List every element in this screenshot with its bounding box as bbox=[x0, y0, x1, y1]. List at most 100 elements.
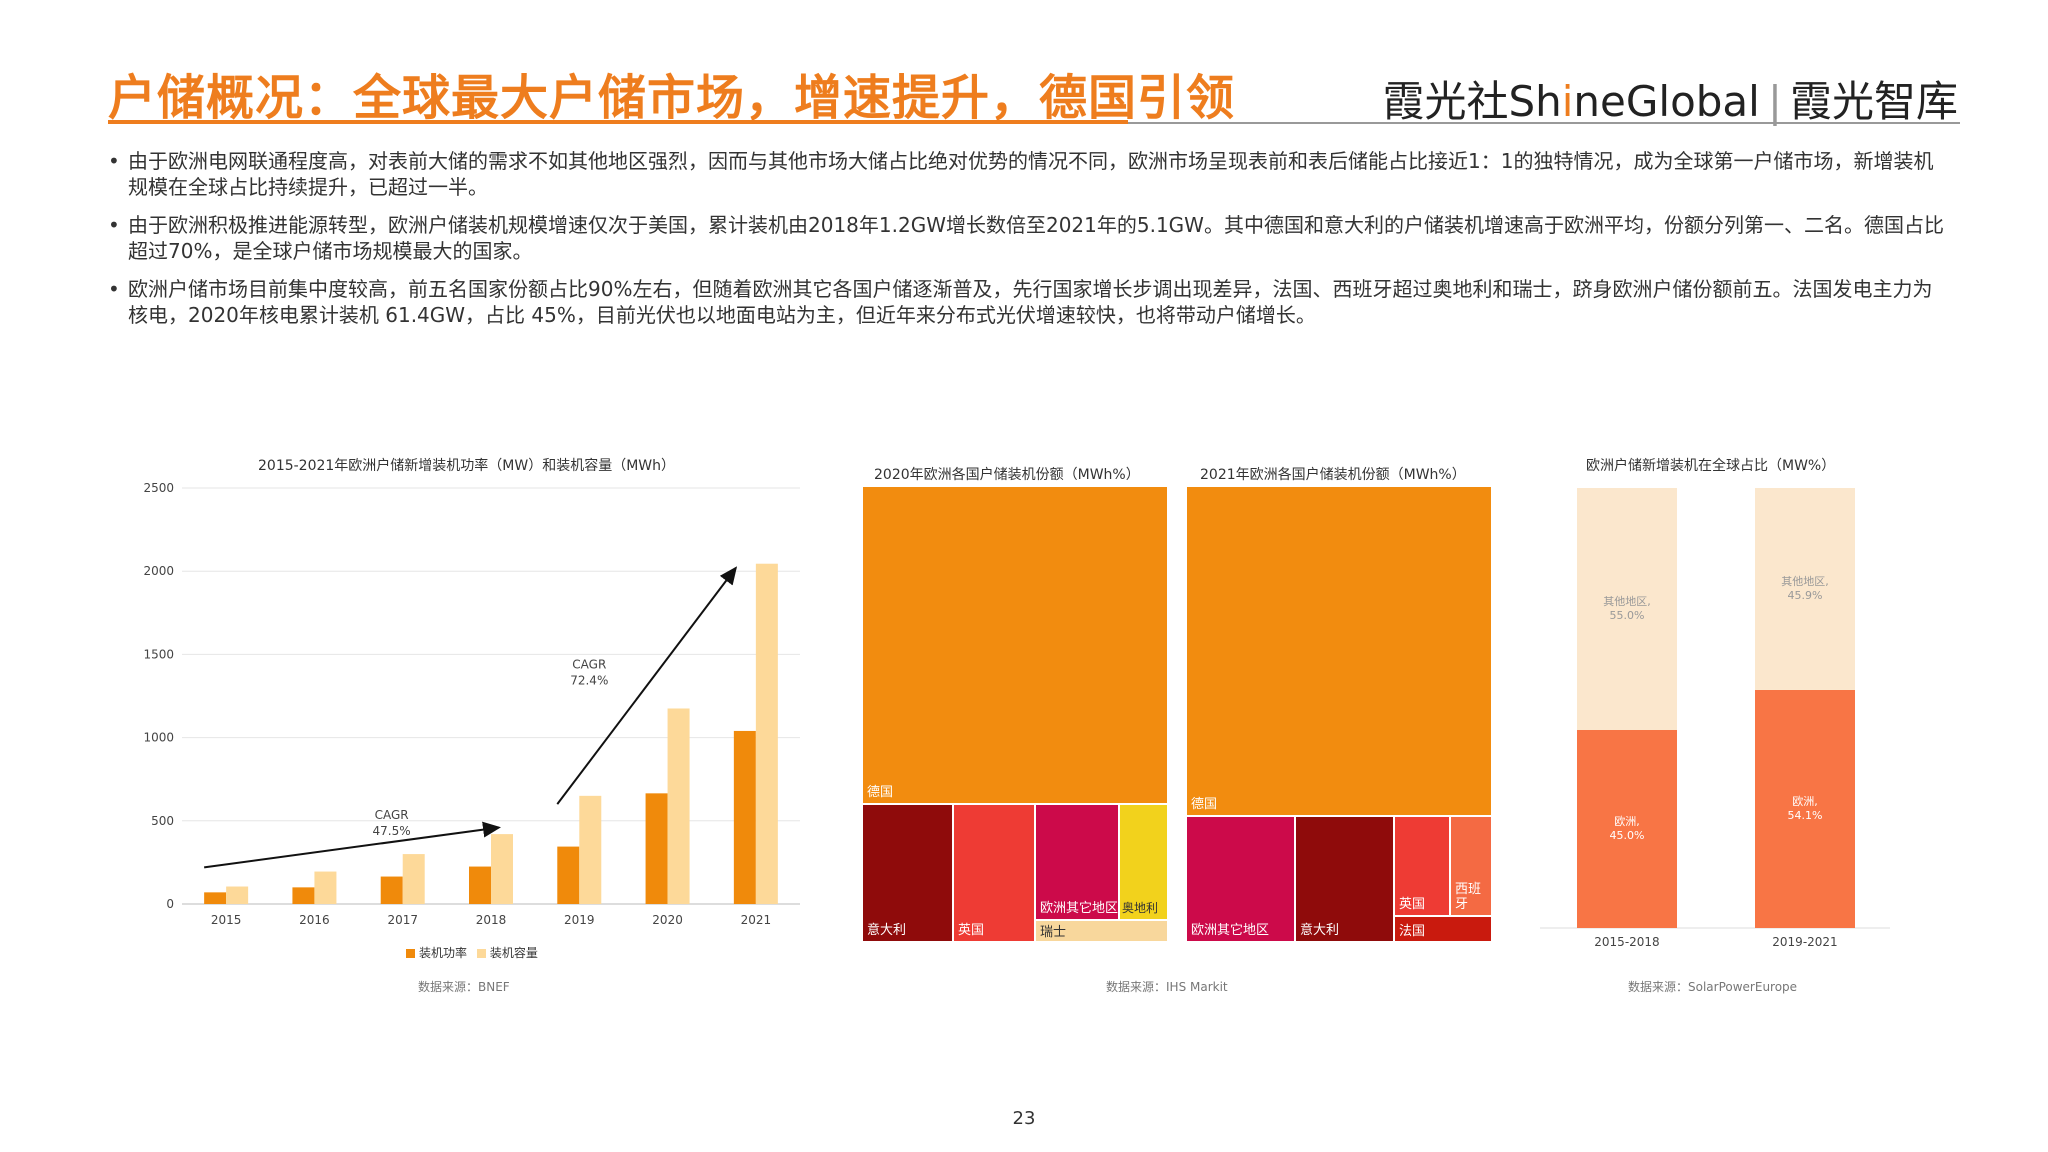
chart4-bar-other bbox=[1577, 488, 1677, 730]
treemap2020-cell-germany: 德国 bbox=[862, 486, 1168, 804]
chart4-xtick: 2019-2021 bbox=[1772, 935, 1837, 949]
chart1-xtick: 2021 bbox=[741, 913, 772, 927]
chart1-bar-capacity bbox=[579, 795, 602, 904]
chart1-xtick: 2019 bbox=[564, 913, 595, 927]
bullet-list: 由于欧洲电网联通程度高，对表前大储的需求不如其他地区强烈，因而与其他市场大储占比… bbox=[108, 148, 1948, 340]
legend-label-power: 装机功率 bbox=[419, 946, 468, 960]
chart4-bar-europe bbox=[1577, 730, 1677, 928]
chart1-bar-power bbox=[292, 887, 315, 904]
treemap2020-label-germany: 德国 bbox=[867, 785, 894, 800]
chart1-annotation: CAGR bbox=[572, 657, 606, 671]
chart1-xtick: 2016 bbox=[299, 913, 330, 927]
chart1-bar-capacity bbox=[667, 708, 690, 904]
treemap2020-cell-other: 欧洲其它地区 bbox=[1035, 804, 1119, 920]
treemap2021-cell-italy: 意大利 bbox=[1295, 816, 1394, 942]
chart1-bar-power bbox=[204, 892, 227, 904]
chart4-title: 欧洲户储新增装机在全球占比（MW%） bbox=[1586, 458, 1836, 474]
brand-separator: | bbox=[1767, 77, 1782, 126]
legend-swatch-power bbox=[406, 949, 415, 958]
bullet-item: 欧洲户储市场目前集中度较高，前五名国家份额占比90%左右，但随着欧洲其它各国户储… bbox=[108, 276, 1948, 328]
chart1-trend-arrow bbox=[556, 566, 738, 805]
treemap2021-title: 2021年欧洲各国户储装机份额（MWh%） bbox=[1200, 467, 1466, 483]
chart4-label-europe: 欧洲, bbox=[1614, 815, 1640, 828]
page-number: 23 bbox=[1012, 1108, 1036, 1129]
treemap2021-cell-uk: 英国 bbox=[1394, 816, 1450, 916]
treemap2020-cell-italy: 意大利 bbox=[862, 804, 953, 942]
chart1-xtick: 2020 bbox=[652, 913, 683, 927]
treemap-source: 数据来源：IHS Markit bbox=[1106, 980, 1228, 994]
chart1-ytick: 2500 bbox=[143, 481, 174, 495]
chart4-xtick: 2015-2018 bbox=[1594, 935, 1659, 949]
treemap2021-label-italy: 意大利 bbox=[1300, 923, 1340, 938]
treemap2021-label-other: 欧洲其它地区 bbox=[1191, 923, 1270, 938]
chart4-label-other: 其他地区, bbox=[1781, 575, 1829, 588]
legend-label-capacity: 装机容量 bbox=[489, 946, 538, 960]
treemap2021-cell-spain: 西班牙 bbox=[1450, 816, 1492, 916]
chart1-bar-power bbox=[733, 730, 756, 904]
brand-i: i bbox=[1561, 77, 1574, 126]
treemap2020-cell-switzerland: 瑞士 bbox=[1035, 920, 1168, 942]
brand-main: 霞光社Sh bbox=[1382, 77, 1562, 126]
treemap2021: 德国 欧洲其它地区 意大利 英国 西班牙 法国 bbox=[1186, 486, 1492, 942]
brand-logo: 霞光社ShineGlobal | 霞光智库 bbox=[1382, 68, 1958, 129]
chart1-bar-capacity bbox=[314, 871, 337, 904]
chart4-value-other: 45.9% bbox=[1788, 589, 1823, 602]
treemap2021-label-france: 法国 bbox=[1399, 924, 1426, 939]
treemap2021-label-germany: 德国 bbox=[1191, 797, 1218, 812]
chart1-ytick: 1500 bbox=[143, 647, 174, 661]
chart1-bar-power bbox=[380, 876, 403, 904]
treemap2020-label-italy: 意大利 bbox=[867, 923, 907, 938]
chart4-svg: 欧洲,45.0%其他地区,55.0%2015-2018欧洲,54.1%其他地区,… bbox=[1540, 488, 1890, 949]
chart1-annotation: 47.5% bbox=[373, 824, 411, 838]
bullet-item: 由于欧洲电网联通程度高，对表前大储的需求不如其他地区强烈，因而与其他市场大储占比… bbox=[108, 148, 1948, 200]
chart1-source: 数据来源：BNEF bbox=[418, 980, 510, 994]
treemap2020-label-austria: 奥地利 bbox=[1122, 901, 1159, 915]
treemap2020-label-switzerland: 瑞士 bbox=[1040, 925, 1067, 940]
chart1-bar-capacity bbox=[402, 854, 425, 904]
treemap2020: 德国 意大利 英国 欧洲其它地区 奥地利 瑞士 bbox=[862, 486, 1168, 942]
chart1-bar-power bbox=[557, 846, 580, 904]
treemap2020-cell-uk: 英国 bbox=[953, 804, 1035, 942]
chart1-ytick: 1000 bbox=[143, 731, 174, 745]
treemap2021-label-spain: 西班牙 bbox=[1455, 882, 1482, 912]
treemap2020-label-uk: 英国 bbox=[958, 923, 985, 938]
treemap2020-cell-austria: 奥地利 bbox=[1119, 804, 1168, 920]
treemap2021-cell-other: 欧洲其它地区 bbox=[1186, 816, 1295, 942]
chart1-xtick: 2015 bbox=[211, 913, 242, 927]
chart1-legend: 装机功率 装机容量 bbox=[406, 944, 538, 961]
chart1-svg: 0 500 1000 1500 2000 2500 2015 2016 2017 2018 2019… bbox=[143, 481, 800, 927]
chart1-annotation: 72.4% bbox=[570, 673, 608, 687]
chart4-source: 数据来源：SolarPowerEurope bbox=[1628, 980, 1798, 994]
page-title: 户储概况：全球最大户储市场，增速提升，德国引领 bbox=[108, 70, 1236, 126]
header-rule-accent bbox=[108, 120, 1128, 124]
chart4-bar-europe bbox=[1755, 689, 1855, 928]
chart4-value-europe: 54.1% bbox=[1788, 809, 1823, 822]
treemap2020-title: 2020年欧洲各国户储装机份额（MWh%） bbox=[874, 467, 1140, 483]
chart1-ytick: 0 bbox=[166, 897, 174, 911]
chart4-value-europe: 45.0% bbox=[1610, 829, 1645, 842]
chart1-xtick: 2018 bbox=[476, 913, 507, 927]
chart1-ytick: 500 bbox=[151, 814, 174, 828]
chart1-ytick: 2000 bbox=[143, 564, 174, 578]
brand-tail: neGlobal bbox=[1573, 77, 1760, 126]
chart4-value-other: 55.0% bbox=[1610, 609, 1645, 622]
bullet-item: 由于欧洲积极推进能源转型，欧洲户储装机规模增速仅次于美国，累计装机由2018年1… bbox=[108, 212, 1948, 264]
chart1-trend-arrow bbox=[204, 821, 501, 869]
chart1-bar-capacity bbox=[226, 886, 249, 904]
legend-swatch-capacity bbox=[476, 949, 486, 958]
chart1-bar-power bbox=[645, 793, 668, 904]
chart1-bar-power bbox=[469, 866, 491, 904]
chart4-label-other: 其他地区, bbox=[1603, 595, 1651, 608]
brand-right: 霞光智库 bbox=[1789, 77, 1958, 126]
chart1-title: 2015-2021年欧洲户储新增装机功率（MW）和装机容量（MWh） bbox=[258, 458, 676, 474]
chart1-annotation: CAGR bbox=[375, 808, 409, 822]
chart4-label-europe: 欧洲, bbox=[1792, 795, 1818, 808]
chart1-bar-capacity bbox=[755, 563, 778, 904]
chart1-bar-capacity bbox=[491, 834, 513, 904]
chart4-bar-other bbox=[1755, 488, 1855, 690]
treemap2021-cell-germany: 德国 bbox=[1186, 486, 1492, 816]
treemap2020-label-other: 欧洲其它地区 bbox=[1040, 901, 1119, 916]
treemap2021-cell-france: 法国 bbox=[1394, 916, 1492, 942]
chart1-xtick: 2017 bbox=[387, 913, 418, 927]
treemap2021-label-uk: 英国 bbox=[1399, 897, 1426, 912]
